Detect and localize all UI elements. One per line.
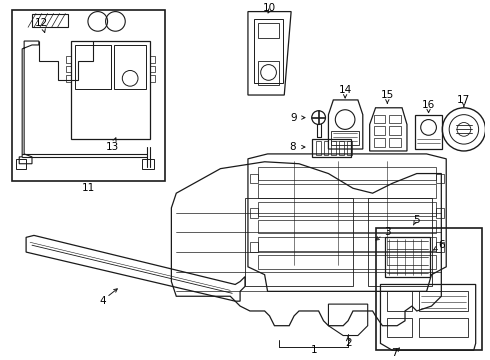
Bar — [142, 159, 154, 168]
Bar — [347, 141, 352, 155]
Bar — [373, 126, 385, 135]
Text: 7: 7 — [391, 348, 397, 358]
Text: 3: 3 — [384, 228, 391, 238]
Bar — [437, 242, 444, 252]
Bar — [71, 41, 150, 139]
Bar — [250, 208, 258, 218]
Text: 13: 13 — [106, 142, 119, 152]
Bar — [258, 255, 437, 269]
Text: 14: 14 — [339, 85, 352, 95]
Bar — [66, 56, 71, 63]
Bar — [16, 159, 26, 168]
Bar — [258, 202, 437, 216]
Bar — [373, 138, 385, 147]
Text: 8: 8 — [289, 142, 295, 152]
Bar — [373, 114, 385, 123]
Bar — [389, 114, 401, 123]
Text: 12: 12 — [35, 18, 49, 28]
Bar — [258, 167, 437, 180]
Bar — [254, 19, 283, 83]
Bar — [250, 174, 258, 183]
Bar — [419, 318, 468, 337]
Bar — [258, 220, 437, 233]
Bar — [331, 131, 359, 145]
Bar — [368, 198, 432, 287]
Bar — [258, 184, 437, 198]
Bar — [250, 242, 258, 252]
Bar — [150, 66, 155, 72]
Bar — [389, 126, 401, 135]
Bar — [339, 141, 344, 155]
Bar — [75, 45, 111, 89]
Bar — [66, 75, 71, 82]
Bar — [419, 291, 468, 311]
Bar — [150, 75, 155, 82]
Bar — [258, 237, 437, 251]
Text: 6: 6 — [438, 240, 444, 250]
Text: 5: 5 — [414, 215, 420, 225]
Bar — [312, 139, 351, 157]
Bar — [258, 61, 279, 85]
Text: 2: 2 — [345, 338, 351, 348]
Bar — [66, 66, 71, 72]
Bar — [12, 10, 165, 181]
Text: 10: 10 — [263, 3, 276, 13]
Bar — [258, 23, 279, 38]
Text: 4: 4 — [99, 296, 106, 306]
Bar — [331, 141, 336, 155]
Bar — [245, 198, 353, 287]
Bar — [387, 318, 412, 337]
Bar — [437, 174, 444, 183]
Bar — [415, 114, 442, 149]
Text: 9: 9 — [291, 113, 297, 123]
Text: 15: 15 — [381, 90, 394, 100]
Bar — [115, 45, 146, 89]
Bar — [385, 237, 430, 276]
Bar — [389, 138, 401, 147]
Bar — [316, 141, 320, 155]
Text: 16: 16 — [422, 100, 435, 110]
Bar — [323, 141, 328, 155]
Bar — [437, 208, 444, 218]
Text: 17: 17 — [457, 95, 470, 105]
Bar — [375, 228, 482, 350]
Bar — [150, 56, 155, 63]
Bar — [387, 291, 412, 311]
Text: 11: 11 — [81, 183, 95, 193]
Text: 1: 1 — [310, 345, 317, 355]
